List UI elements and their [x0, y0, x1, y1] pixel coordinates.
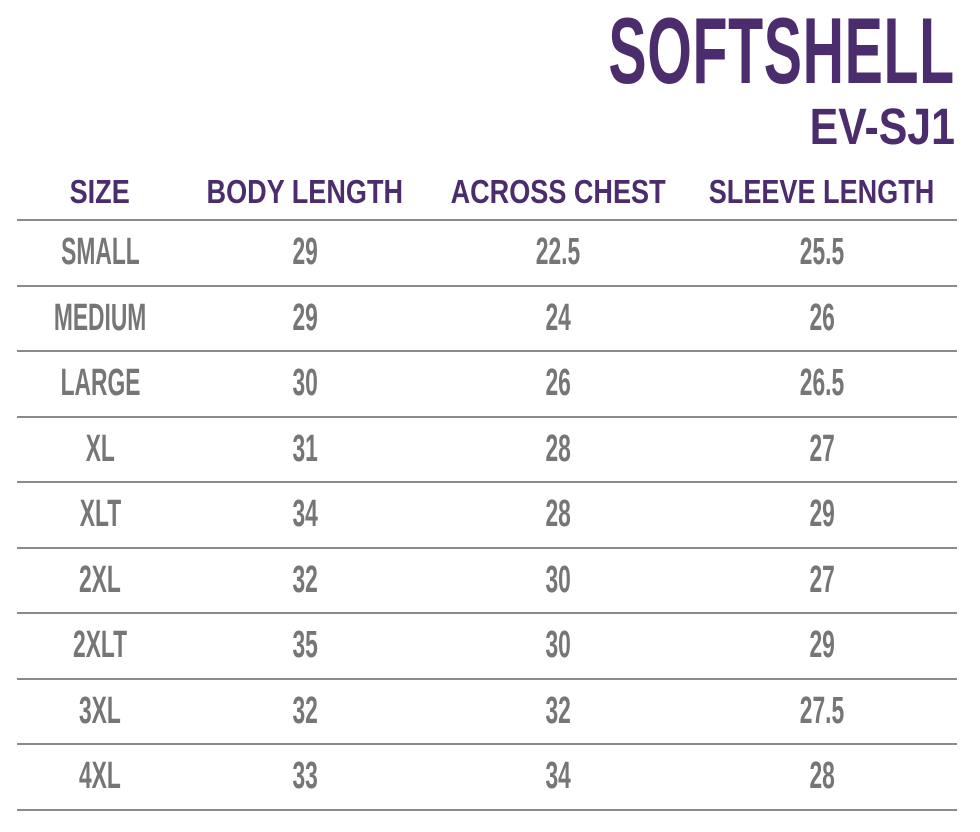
header-row: SIZE BODY LENGTH ACROSS CHEST SLEEVE LEN… — [17, 165, 957, 221]
cell-sleeve-length: 27 — [809, 427, 835, 470]
cell-body-length: 32 — [292, 558, 318, 601]
product-code: EV-SJ1 — [809, 98, 955, 155]
cell-body-length: 32 — [292, 689, 318, 732]
cell-sleeve-length: 25.5 — [799, 231, 845, 274]
cell-across-chest: 32 — [545, 689, 571, 732]
cell-sleeve-length: 27 — [809, 558, 835, 601]
cell-size: XLT — [79, 493, 121, 536]
table-row: XLT 34 28 29 — [17, 483, 957, 549]
cell-across-chest: 22.5 — [535, 231, 581, 274]
cell-body-length: 29 — [292, 296, 318, 339]
header-across-chest: ACROSS CHEST — [450, 173, 666, 210]
table-row: MEDIUM 29 24 26 — [17, 287, 957, 352]
size-chart-table: SIZE BODY LENGTH ACROSS CHEST SLEEVE LEN… — [17, 165, 957, 811]
cell-body-length: 35 — [292, 624, 318, 667]
cell-across-chest: 26 — [545, 362, 571, 405]
cell-size: 3XL — [79, 689, 121, 732]
table-row: 2XLT 35 30 29 — [17, 614, 957, 680]
cell-across-chest: 34 — [545, 755, 571, 798]
product-title: SOFTSHELL — [608, 0, 955, 103]
cell-sleeve-length: 28 — [809, 755, 835, 798]
cell-size: SMALL — [60, 231, 140, 274]
cell-body-length: 34 — [292, 493, 318, 536]
cell-size: 2XL — [79, 558, 121, 601]
cell-across-chest: 28 — [545, 427, 571, 470]
header-sleeve-length: SLEEVE LENGTH — [709, 173, 935, 210]
cell-sleeve-length: 26 — [809, 296, 835, 339]
cell-sleeve-length: 29 — [809, 493, 835, 536]
table-row: 3XL 32 32 27.5 — [17, 680, 957, 745]
table-row: XL 31 28 27 — [17, 418, 957, 483]
cell-size: LARGE — [60, 362, 140, 405]
cell-sleeve-length: 26.5 — [799, 362, 845, 405]
cell-across-chest: 30 — [545, 558, 571, 601]
cell-sleeve-length: 29 — [809, 624, 835, 667]
table-row: 2XL 32 30 27 — [17, 549, 957, 614]
cell-across-chest: 30 — [545, 624, 571, 667]
header-body-length: BODY LENGTH — [206, 173, 404, 210]
cell-size: 4XL — [79, 755, 121, 798]
table-row: LARGE 30 26 26.5 — [17, 352, 957, 418]
cell-body-length: 31 — [292, 427, 318, 470]
cell-body-length: 30 — [292, 362, 318, 405]
cell-body-length: 33 — [292, 755, 318, 798]
cell-sleeve-length: 27.5 — [799, 689, 845, 732]
cell-across-chest: 24 — [545, 296, 571, 339]
header-size: SIZE — [69, 173, 131, 210]
table-row: 4XL 33 34 28 — [17, 745, 957, 811]
cell-body-length: 29 — [292, 231, 318, 274]
cell-across-chest: 28 — [545, 493, 571, 536]
table-row: SMALL 29 22.5 25.5 — [17, 221, 957, 287]
cell-size: MEDIUM — [53, 296, 147, 339]
cell-size: 2XLT — [72, 624, 128, 667]
cell-size: XL — [85, 427, 115, 470]
